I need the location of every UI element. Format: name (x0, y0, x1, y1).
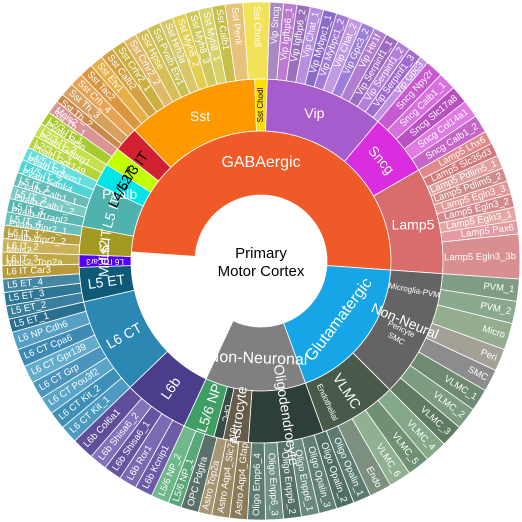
center-circle (195, 195, 327, 327)
cluster-segment-meis2[interactable] (48, 100, 119, 158)
cluster-segment-lamp5-egln3-3b[interactable] (441, 233, 521, 280)
